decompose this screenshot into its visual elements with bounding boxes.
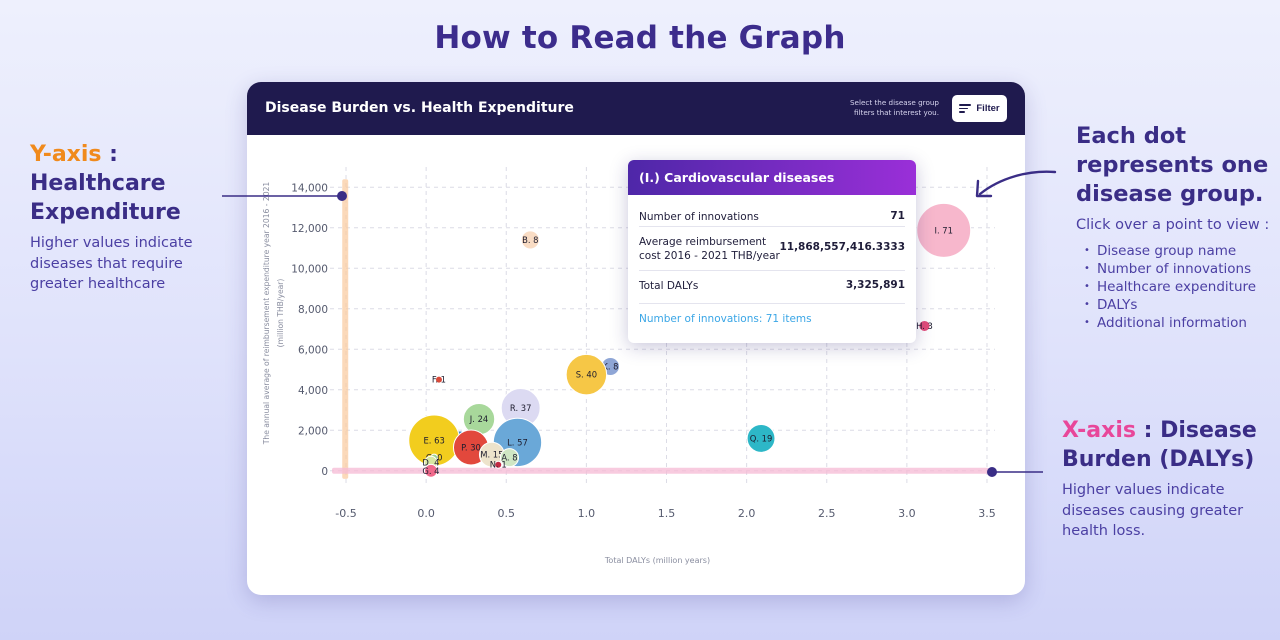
data-point-label: K. 8 [602, 361, 618, 371]
data-point-label: H. 3 [916, 321, 933, 331]
x-tick-label: 1.5 [658, 507, 676, 520]
x-tick-label: 2.0 [738, 507, 756, 520]
y-axis-highlight-band [342, 179, 349, 479]
tooltip-divider [639, 303, 905, 304]
y-axis-heading: Y-axis : Healthcare Expenditure [30, 140, 230, 227]
dots-description: Click over a point to view : [1076, 217, 1270, 233]
x-axis-annotation: X-axis : Disease Burden (DALYs) Higher v… [1062, 416, 1272, 542]
data-point-label: S. 40 [576, 370, 597, 380]
x-tick-label: -0.5 [335, 507, 356, 520]
filter-hint: Select the disease group filters that in… [850, 98, 939, 117]
tooltip-divider [639, 270, 905, 271]
x-tick-label: 3.0 [898, 507, 916, 520]
data-point-label: P. 30 [461, 443, 481, 453]
tooltip-title: (I.) Cardiovascular diseases [628, 160, 916, 195]
filter-icon [959, 104, 972, 113]
y-tick-label: 6,000 [298, 344, 328, 356]
y-axis-description: Higher values indicate diseases that req… [30, 235, 193, 292]
data-point [916, 202, 972, 258]
tooltip-value: 71 [890, 210, 905, 222]
data-point-label: E. 63 [424, 435, 445, 445]
list-item: DALYs [1076, 296, 1276, 314]
data-point-label: L. 57 [507, 437, 528, 447]
y-tick-label: 8,000 [298, 304, 328, 316]
data-point-label: D. 4 [422, 458, 439, 468]
tooltip-value: 3,325,891 [845, 279, 905, 291]
y-tick-label: 14,000 [291, 182, 328, 194]
y-tick-label: 10,000 [291, 263, 328, 275]
list-item: Healthcare expenditure [1076, 278, 1276, 296]
x-tick-label: 0.0 [417, 507, 435, 520]
x-axis-title: Total DALYs (million years) [604, 556, 710, 565]
data-point [434, 375, 443, 384]
x-axis-heading-accent: X-axis [1062, 418, 1136, 443]
chart-card: Disease Burden vs. Health Expenditure Se… [247, 82, 1025, 595]
x-axis-highlight-band [332, 467, 989, 474]
y-axis-heading-accent: Y-axis [30, 142, 102, 167]
list-item: Additional information [1076, 314, 1276, 332]
data-point [424, 463, 438, 478]
data-point [746, 423, 776, 453]
tooltip-innovations-link[interactable]: Number of innovations: 71 items [639, 313, 812, 325]
data-point-label: A. 8 [501, 453, 517, 463]
list-item: Number of innovations [1076, 260, 1276, 278]
data-point-label: F. 1 [432, 375, 446, 385]
data-point-label: B. 8 [522, 235, 538, 245]
tooltip-card: (I.) Cardiovascular diseases Number of i… [628, 160, 916, 343]
y-axis-annotation: Y-axis : Healthcare Expenditure Higher v… [30, 140, 230, 295]
x-tick-label: 0.5 [498, 507, 515, 520]
tooltip-value: 11,868,557,416.3333 [779, 241, 905, 253]
data-point-label: J. 24 [469, 414, 488, 424]
data-point-label: M. 15 [480, 450, 503, 460]
data-point-label: R. 37 [510, 403, 532, 413]
data-point-label: Q. 19 [750, 433, 773, 443]
card-title: Disease Burden vs. Health Expenditure [265, 100, 574, 116]
y-axis-title: The annual average of reimbursement expe… [262, 182, 285, 446]
dots-info-list: Disease group name Number of innovations… [1076, 242, 1276, 332]
x-axis-heading-rest: : Disease Burden (DALYs) [1062, 418, 1257, 472]
tooltip-label: Total DALYs [639, 280, 699, 292]
y-tick-label: 12,000 [291, 223, 328, 235]
dots-heading: Each dot represents one disease group. [1076, 123, 1269, 207]
filter-button[interactable]: Filter [952, 95, 1007, 122]
data-point [565, 353, 608, 396]
x-axis-description: Higher values indicate diseases causing … [1062, 482, 1244, 539]
list-item: Disease group name [1076, 242, 1276, 260]
card-header: Disease Burden vs. Health Expenditure Se… [247, 82, 1025, 135]
y-tick-label: 2,000 [298, 425, 328, 437]
data-point [918, 319, 931, 333]
x-axis-heading: X-axis : Disease Burden (DALYs) [1062, 416, 1272, 474]
data-point [520, 230, 540, 250]
filter-button-label: Filter [976, 103, 1000, 114]
y-tick-label: 4,000 [298, 385, 328, 397]
x-tick-label: 1.0 [578, 507, 596, 520]
page-title: How to Read the Graph [434, 20, 846, 56]
x-tick-label: 2.5 [818, 507, 836, 520]
data-point-label: N. 1 [490, 460, 507, 470]
tooltip-divider [639, 226, 905, 227]
data-point [494, 460, 503, 469]
data-point-label: G. 4 [422, 466, 439, 476]
x-tick-label: 3.5 [978, 507, 996, 520]
tooltip-label: Average reimbursement cost 2016 - 2021 T… [639, 236, 780, 262]
data-point [499, 448, 520, 468]
dots-annotation: Each dot represents one disease group. C… [1076, 122, 1276, 332]
y-tick-label: 0 [321, 466, 328, 478]
tooltip-label: Number of innovations [639, 211, 759, 223]
y-axis-heading-rest: : Healthcare Expenditure [30, 142, 181, 225]
data-point-label: I. 71 [934, 225, 952, 235]
